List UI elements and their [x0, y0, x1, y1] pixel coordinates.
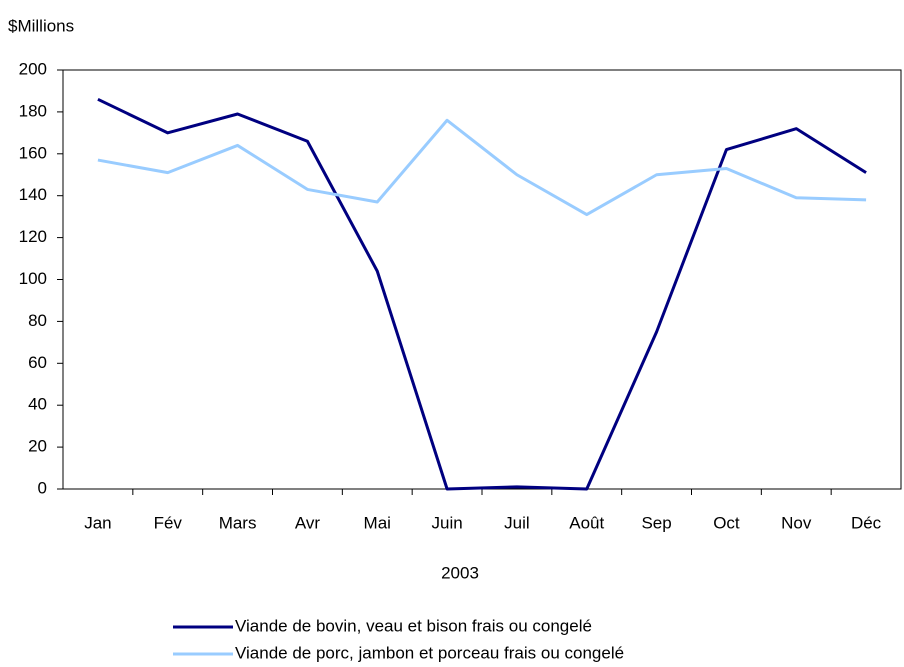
y-tick-label: 200 [19, 59, 47, 78]
y-tick-label: 160 [19, 143, 47, 162]
plot-area [62, 69, 902, 490]
x-tick-label: Avr [295, 513, 321, 532]
x-tick-label: Oct [713, 513, 740, 532]
legend-label: Viande de bovin, veau et bison frais ou … [235, 616, 592, 635]
x-tick-label: Mai [364, 513, 391, 532]
y-tick-label: 80 [28, 311, 47, 330]
y-tick-label: 60 [28, 353, 47, 372]
x-tick-label: Jan [84, 513, 111, 532]
x-tick-label: Août [569, 513, 604, 532]
y-tick-label: 0 [38, 478, 47, 497]
y-tick-label: 20 [28, 437, 47, 456]
series-line [97, 97, 867, 491]
y-tick-label: 100 [19, 269, 47, 288]
x-tick-label: Nov [781, 513, 812, 532]
x-tick-label: Juin [431, 513, 462, 532]
x-tick-label: Déc [851, 513, 882, 532]
y-tick-label: 40 [28, 395, 47, 414]
x-tick-label: Sep [641, 513, 671, 532]
x-tick-label: Juil [504, 513, 530, 532]
x-tick-label: Mars [219, 513, 257, 532]
x-axis-label: 2003 [441, 563, 479, 582]
y-tick-label: 120 [19, 227, 47, 246]
y-axis-label: $Millions [8, 16, 74, 35]
y-tick-label: 140 [19, 185, 47, 204]
legend-label: Viande de porc, jambon et porceau frais … [235, 643, 624, 662]
x-tick-label: Fév [154, 513, 183, 532]
series-line [97, 118, 867, 217]
y-tick-label: 180 [19, 101, 47, 120]
